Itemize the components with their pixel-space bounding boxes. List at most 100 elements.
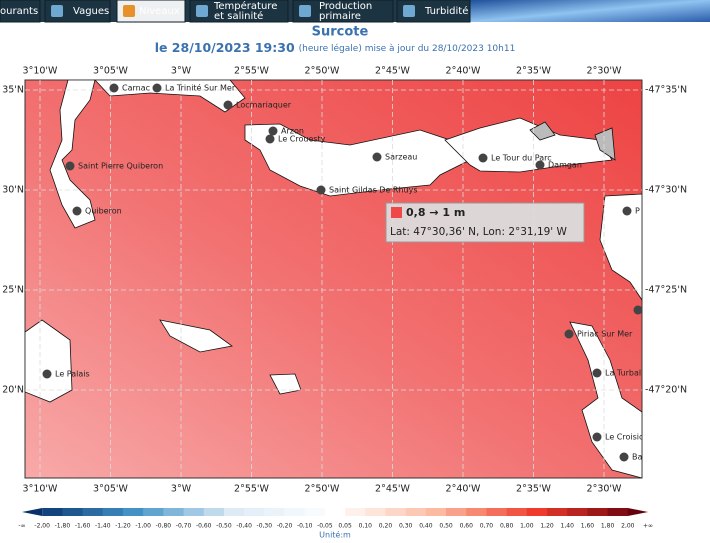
place-marker xyxy=(535,160,545,170)
place-marker xyxy=(265,134,275,144)
legend-label: -0,70 xyxy=(176,523,192,530)
place-label: Piriac Sur Mer xyxy=(577,330,633,339)
place-marker xyxy=(478,153,488,163)
lon-label: 3°10'W xyxy=(23,66,58,77)
place-marker xyxy=(72,206,82,216)
place-marker xyxy=(633,305,642,315)
place-marker xyxy=(592,432,602,442)
place-label: Ba xyxy=(632,453,642,462)
place-marker xyxy=(42,369,52,379)
legend-swatch xyxy=(345,508,366,516)
legend-label: 1,20 xyxy=(540,523,554,530)
tab[interactable] xyxy=(0,0,41,23)
tab-icon xyxy=(123,5,135,17)
place-label: Saint Gildas De Rhuys xyxy=(329,186,418,195)
tab-label: ourants xyxy=(0,6,38,17)
place-label: Locmariaquer xyxy=(236,101,292,110)
legend-label: -1,20 xyxy=(115,523,131,530)
lon-label: 3°W xyxy=(171,66,192,77)
legend-swatch xyxy=(567,508,588,516)
lon-label: 2°35'W xyxy=(516,66,551,77)
lat-label: 20'N xyxy=(2,385,24,396)
legend-label: -0,10 xyxy=(297,523,313,530)
legend-swatch xyxy=(264,508,286,516)
legend-swatch xyxy=(163,508,185,516)
legend-label: 0,20 xyxy=(379,523,393,530)
legend-label: -1,80 xyxy=(55,523,71,530)
lat-label: 35'N xyxy=(2,85,24,96)
tab-icon xyxy=(51,5,63,17)
legend-swatch xyxy=(143,508,164,516)
legend-swatch xyxy=(102,508,124,516)
place-marker xyxy=(622,206,632,216)
legend-swatch xyxy=(62,508,84,516)
place-label: La Trinité Sur Mer xyxy=(165,83,236,93)
legend-label: -0,20 xyxy=(277,523,293,530)
legend-label: -1,00 xyxy=(135,523,151,530)
legend-label: +∞ xyxy=(643,523,653,530)
subtitle: le 28/10/2023 19:30 (heure légale) mise à… xyxy=(155,40,516,55)
place-marker xyxy=(372,152,382,162)
place-marker xyxy=(223,100,233,110)
place-marker xyxy=(109,83,119,93)
legend-swatch xyxy=(244,508,265,516)
legend-label: -1,40 xyxy=(95,523,111,530)
legend-label: -0,60 xyxy=(196,523,212,530)
legend-swatch xyxy=(547,508,568,516)
legend-label: -2,00 xyxy=(34,523,50,530)
tab-icon xyxy=(196,5,208,17)
legend-swatch xyxy=(506,508,528,516)
tab-label: et salinité xyxy=(214,10,263,22)
place-label: Le Crouesty xyxy=(278,135,326,144)
place-label: Quiberon xyxy=(85,207,122,216)
lon-label: 2°40'W xyxy=(446,484,481,495)
legend-swatch xyxy=(122,508,144,516)
legend-label: 0,60 xyxy=(460,523,474,530)
place-label: Carnac xyxy=(122,84,150,93)
tab-label: primaire xyxy=(319,11,361,22)
legend-label: -∞ xyxy=(18,523,25,530)
lon-label: 2°50'W xyxy=(305,484,340,495)
legend-swatch xyxy=(42,508,63,516)
tooltip-range: 0,8 → 1 m xyxy=(406,206,465,219)
place-label: Saint Pierre Quiberon xyxy=(78,162,163,171)
legend-swatch xyxy=(183,508,205,516)
lon-label: 2°55'W xyxy=(234,66,269,77)
place-label: Le Tour du Parc xyxy=(491,154,552,163)
legend-swatch xyxy=(466,508,487,516)
legend-label: 2,00 xyxy=(621,523,635,530)
lon-label: 2°30'W xyxy=(587,66,622,77)
lon-label: 2°45'W xyxy=(375,66,410,77)
header: Surcote le 28/10/2023 19:30 (heure légale… xyxy=(155,25,516,55)
legend-label: 0,30 xyxy=(399,523,413,530)
lat-label: -47°30'N xyxy=(645,185,687,196)
lat-label: 30'N xyxy=(2,185,24,196)
place-marker xyxy=(65,161,75,171)
legend-label: 0,10 xyxy=(359,523,373,530)
update: (heure légale) mise à jour du 28/10/2023… xyxy=(299,43,516,54)
tab[interactable] xyxy=(396,0,471,23)
lat-label: 25'N xyxy=(2,285,24,296)
tab[interactable] xyxy=(189,0,289,23)
legend-swatch xyxy=(365,508,386,516)
legend-swatch xyxy=(385,508,407,516)
legend-swatch xyxy=(607,508,629,516)
tab[interactable] xyxy=(292,0,394,23)
tab-label: Turbidité xyxy=(424,5,468,17)
tab-icon xyxy=(403,5,415,17)
lon-label: 2°35'W xyxy=(516,484,551,495)
legend-label: 1,40 xyxy=(561,523,575,530)
place-marker xyxy=(592,368,602,378)
place-label: Sarzeau xyxy=(385,153,417,162)
lat-label: -47°25'N xyxy=(645,285,687,296)
place-label: P xyxy=(635,207,640,216)
lon-label: 2°55'W xyxy=(234,484,269,495)
legend-label: 1,60 xyxy=(581,523,595,530)
legend-swatch xyxy=(587,508,609,516)
place-marker xyxy=(268,126,278,136)
lon-label: 2°40'W xyxy=(446,66,481,77)
place-marker xyxy=(619,452,629,462)
legend-label: -0,05 xyxy=(317,523,333,530)
